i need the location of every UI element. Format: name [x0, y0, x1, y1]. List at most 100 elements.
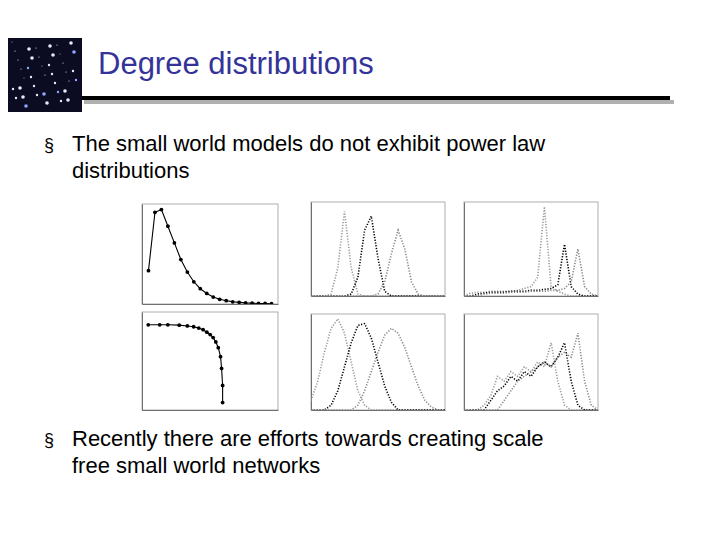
- series-marker: [185, 324, 189, 328]
- series-marker: [263, 302, 267, 304]
- logo-star: [68, 80, 69, 81]
- axis-line: [142, 313, 143, 411]
- figure-panel: [142, 312, 279, 411]
- title-rule: [82, 96, 670, 100]
- series-marker: [153, 210, 157, 214]
- series-marker: [146, 323, 150, 327]
- logo-star: [59, 53, 60, 54]
- logo-star: [12, 88, 14, 90]
- x-axis: [143, 304, 279, 305]
- series-marker: [214, 340, 218, 344]
- series-line: [311, 211, 445, 296]
- logo-star: [20, 68, 21, 69]
- logo-star: [44, 74, 45, 75]
- plot-frame: [142, 312, 278, 410]
- series-marker: [244, 301, 248, 304]
- series-line: [464, 244, 598, 296]
- logo-star: [18, 86, 22, 90]
- logo-star: [15, 97, 17, 99]
- bullet-symbol: §: [44, 135, 54, 155]
- plot-frame: [311, 202, 445, 296]
- logo-star: [30, 56, 34, 60]
- logo-background: [8, 38, 82, 112]
- logo-star: [75, 79, 77, 81]
- y-axis: [311, 315, 312, 411]
- logo-star: [51, 73, 53, 75]
- axis-line: [464, 203, 465, 297]
- series-line: [148, 210, 271, 304]
- figure-panel: [464, 314, 599, 411]
- logo-star: [72, 70, 74, 72]
- x-axis: [465, 410, 599, 411]
- series-line: [464, 333, 598, 410]
- series-marker: [257, 302, 261, 304]
- logo-star: [54, 82, 56, 84]
- series-line: [311, 216, 445, 296]
- plot-area: [464, 207, 598, 296]
- bullet-symbol: §: [44, 430, 54, 450]
- logo-star: [33, 85, 35, 87]
- logo-star: [48, 44, 52, 48]
- x-axis: [312, 296, 446, 297]
- y-axis: [142, 313, 143, 411]
- bullet-text: free small world networks: [72, 453, 320, 478]
- axis-line: [312, 296, 446, 297]
- series-line: [311, 230, 445, 296]
- plot-area: [146, 323, 224, 405]
- axis-line: [311, 203, 312, 297]
- series-marker: [158, 323, 162, 327]
- plot-area: [311, 319, 445, 410]
- logo-star: [62, 62, 63, 63]
- series-marker: [221, 384, 225, 388]
- logo-star: [56, 44, 57, 45]
- logo-star: [66, 98, 70, 102]
- series-marker: [166, 224, 170, 228]
- axis-line: [311, 315, 312, 411]
- logo-star: [42, 92, 46, 96]
- series-marker: [205, 330, 209, 334]
- axis-line: [143, 304, 279, 305]
- y-axis: [142, 205, 143, 305]
- series-marker: [198, 287, 202, 291]
- plot-area: [311, 211, 445, 296]
- series-marker: [208, 333, 212, 337]
- logo-star: [27, 47, 31, 51]
- series-marker: [192, 325, 196, 329]
- logo-star: [65, 71, 66, 72]
- y-axis: [464, 203, 465, 297]
- logo-star: [41, 65, 42, 66]
- x-axis: [143, 410, 279, 411]
- logo-star: [14, 50, 15, 51]
- series-line: [311, 324, 445, 410]
- figure-panel: [311, 314, 446, 411]
- series-marker: [211, 336, 215, 340]
- bullet-text: Recently there are efforts towards creat…: [72, 426, 544, 451]
- logo-star: [48, 64, 50, 66]
- logo-star: [38, 56, 39, 57]
- series-marker: [218, 297, 222, 301]
- bullet-text: distributions: [72, 158, 189, 183]
- plot-frame: [311, 314, 445, 410]
- y-axis: [464, 315, 465, 411]
- axis-line: [143, 410, 279, 411]
- series-line: [464, 207, 598, 296]
- axis-line: [142, 205, 143, 305]
- logo-star: [63, 89, 67, 93]
- series-marker: [205, 292, 209, 296]
- title-rule-shadow: [84, 100, 674, 104]
- logo-star: [69, 41, 73, 45]
- series-marker: [201, 328, 205, 332]
- title: Degree distributions: [98, 46, 374, 81]
- logo-star: [23, 77, 24, 78]
- logo-star: [72, 50, 76, 54]
- series-marker: [270, 302, 274, 304]
- series-marker: [216, 346, 220, 350]
- x-axis: [465, 296, 599, 297]
- series-marker: [211, 295, 215, 299]
- series-marker: [197, 326, 201, 330]
- axis-line: [465, 296, 599, 297]
- logo-star: [35, 47, 36, 48]
- figure-panel: [464, 202, 599, 297]
- series-line: [311, 328, 445, 410]
- series-marker: [166, 323, 170, 327]
